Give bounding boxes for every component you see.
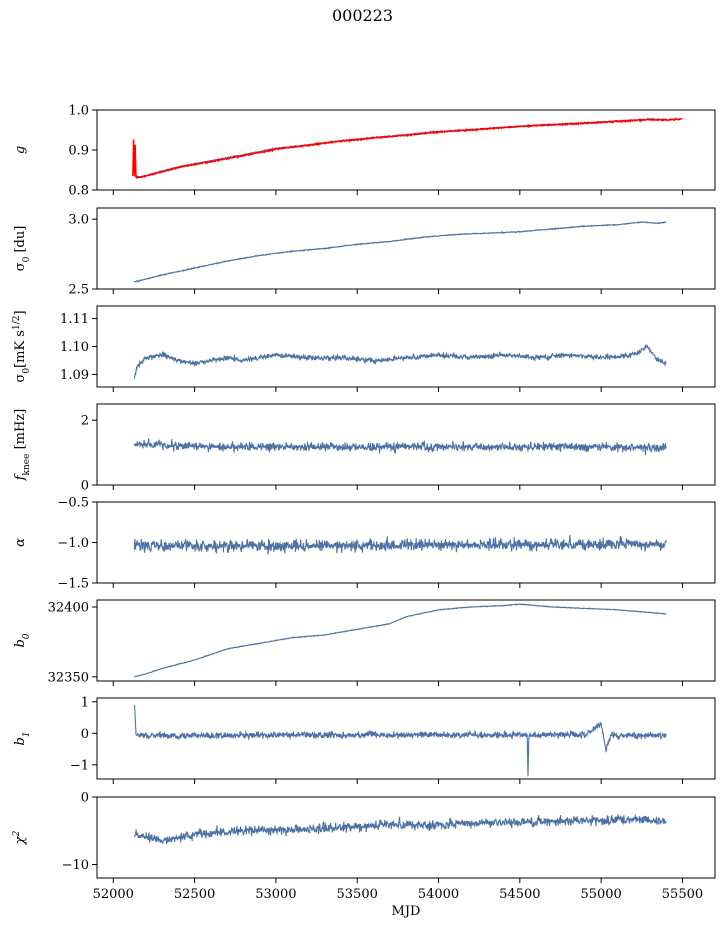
x-tick-label: 53500: [337, 887, 378, 902]
y-axis-label: fknee [mHz]: [13, 409, 32, 482]
y-tick-label: 1.11: [60, 312, 89, 327]
series-line-1: [133, 534, 667, 555]
x-tick-label: 52000: [93, 887, 134, 902]
panel-1: 0.8 0.9 1.0 g: [13, 104, 716, 199]
series-line-1: [133, 221, 667, 283]
x-tick-label: 52500: [174, 887, 215, 902]
y-tick-label: 2: [81, 414, 89, 429]
y-axis-label: b1: [13, 731, 32, 745]
y-axis-label: α: [13, 538, 28, 547]
axes-frame: [96, 403, 716, 486]
y-tick-label: 1: [81, 695, 89, 710]
axes-frame: [96, 697, 716, 780]
x-axis-label: MJD: [392, 904, 421, 919]
y-axis-label: σ0 [du]: [13, 226, 32, 272]
y-axis-label: σ0[mK s1/2]: [12, 310, 32, 382]
series-line-1: [133, 813, 667, 845]
axes-frame: [96, 305, 716, 388]
series-line-1: [134, 117, 667, 178]
axes-frame: [96, 796, 716, 879]
x-tick-label: 53000: [255, 887, 296, 902]
panel-6: 32350 32400 b0: [13, 599, 716, 686]
y-tick-label: −1.0: [57, 536, 89, 551]
axes-frame: [96, 207, 716, 290]
y-tick-label: 32400: [48, 600, 89, 615]
y-tick-label: 0: [81, 791, 89, 806]
panel-2: 2.5 3.0 σ0 [du]: [13, 207, 716, 298]
y-axis-label: χ2: [12, 830, 28, 845]
x-tick-label: 55000: [580, 887, 621, 902]
x-tick-label: 55500: [662, 887, 703, 902]
series-line-1: [133, 438, 667, 455]
y-tick-label: 32350: [48, 670, 89, 685]
series-line-2: [132, 117, 683, 180]
axes-frame: [96, 599, 716, 682]
y-axis-label: g: [13, 146, 28, 154]
y-tick-label: 1.10: [60, 340, 89, 355]
panel-4: 0 2 fknee [mHz]: [13, 403, 716, 494]
y-tick-label: 2.5: [68, 283, 89, 298]
y-axis-label: b0: [13, 633, 32, 647]
page-title: 000223: [331, 6, 394, 25]
y-tick-label: 0.9: [68, 144, 89, 159]
x-tick-label: 54000: [418, 887, 459, 902]
series-line-1: [133, 704, 667, 777]
y-tick-label: −1: [70, 758, 89, 773]
y-tick-label: 0.8: [68, 184, 89, 199]
y-tick-label: 1.0: [68, 104, 89, 119]
y-tick-label: 0: [81, 727, 89, 742]
panel-8: −10 0 52000 52500 53000 53500 54000 54500 55000 5…: [12, 791, 716, 919]
series-line-1: [134, 603, 667, 678]
series-line-1: [133, 344, 667, 379]
panel-3: 1.09 1.10 1.11 σ0[mK s1/2]: [12, 305, 716, 392]
y-tick-label: 1.09: [60, 368, 89, 383]
panel-5: −1.5 −1.0 −0.5 α: [13, 496, 716, 592]
y-tick-label: 0: [81, 479, 89, 494]
y-tick-label: −0.5: [57, 496, 89, 511]
y-tick-label: −1.5: [57, 577, 89, 592]
y-tick-label: 3.0: [68, 213, 89, 228]
panel-7: −1 0 1 b1: [13, 695, 716, 784]
y-tick-label: −10: [62, 858, 89, 873]
x-tick-label: 54500: [499, 887, 540, 902]
